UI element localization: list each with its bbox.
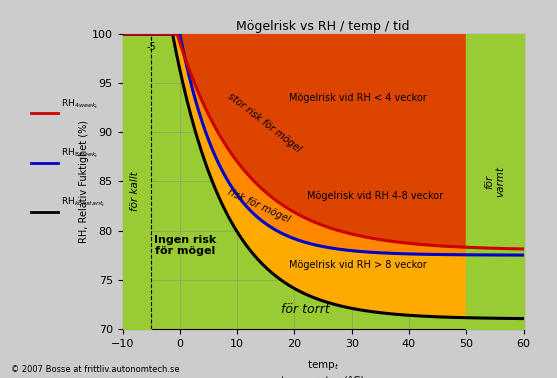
Text: risk för mögel: risk för mögel	[226, 187, 291, 225]
Text: Mögelrisk vid RH 4-8 veckor: Mögelrisk vid RH 4-8 veckor	[306, 191, 443, 201]
Text: Ingen risk
för mögel: Ingen risk för mögel	[154, 234, 217, 256]
Text: för
varmt: för varmt	[484, 166, 506, 197]
Text: © 2007 Bosse at frittliv.autonomtech.se: © 2007 Bosse at frittliv.autonomtech.se	[11, 365, 180, 374]
Text: Mögelrisk vid RH > 8 veckor: Mögelrisk vid RH > 8 veckor	[289, 260, 426, 270]
Text: RH$_{konstant_t}$: RH$_{konstant_t}$	[61, 195, 106, 209]
Text: RH$_{8week_t}$: RH$_{8week_t}$	[61, 146, 99, 160]
Text: -5: -5	[146, 42, 156, 52]
Text: Mögelrisk vid RH < 4 veckor: Mögelrisk vid RH < 4 veckor	[289, 93, 426, 103]
Y-axis label: RH, Relativ Fuktighet (%): RH, Relativ Fuktighet (%)	[79, 120, 89, 243]
Text: för torrt: för torrt	[281, 303, 330, 316]
Text: för kallt: för kallt	[130, 171, 140, 211]
Text: RH$_{4week_t}$: RH$_{4week_t}$	[61, 97, 99, 111]
Title: Mögelrisk vs RH / temp / tid: Mögelrisk vs RH / temp / tid	[236, 20, 410, 33]
Text: temp$_t$: temp$_t$	[307, 358, 339, 372]
Text: stor risk för mögel: stor risk för mögel	[226, 91, 302, 154]
Text: temperatur (°C): temperatur (°C)	[281, 376, 365, 378]
